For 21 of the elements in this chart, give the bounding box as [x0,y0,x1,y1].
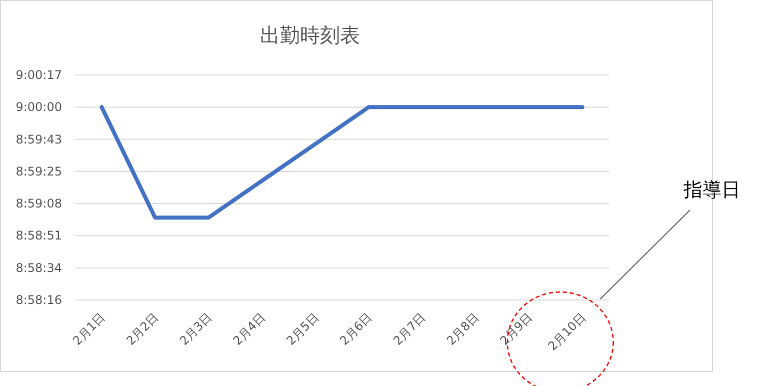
text: 指導日 [682,179,740,201]
x-tick-label: 2月1日 [70,310,108,348]
y-tick-label: 9:00:00 [16,100,62,114]
x-tick-label: 2月5日 [284,310,322,348]
y-tick-label: 8:58:34 [16,260,62,275]
x-tick-label: 2月2日 [124,310,162,348]
y-tick-label: 8:58:51 [16,228,62,243]
x-tick-label: 2月3日 [176,310,215,348]
y-tick-label: 8:59:25 [16,164,62,178]
x-tick-label: 2月9日 [497,310,536,348]
x-tick-label: 2月4日 [230,310,268,348]
x-tick-label: 2月8日 [444,310,482,348]
x-tick-label: 2月7日 [390,310,428,348]
chart-title: 出勤時刻表 [260,23,360,47]
y-tick-label: 8:58:16 [16,293,62,307]
x-tick-label: 2月10日 [545,310,588,354]
y-tick-label: 9:00:17 [16,68,62,82]
y-tick-label: 8:59:08 [16,196,62,211]
y-tick-label: 8:59:43 [16,132,62,146]
line-series [100,105,584,220]
x-tick-label: 2月6日 [337,310,375,348]
